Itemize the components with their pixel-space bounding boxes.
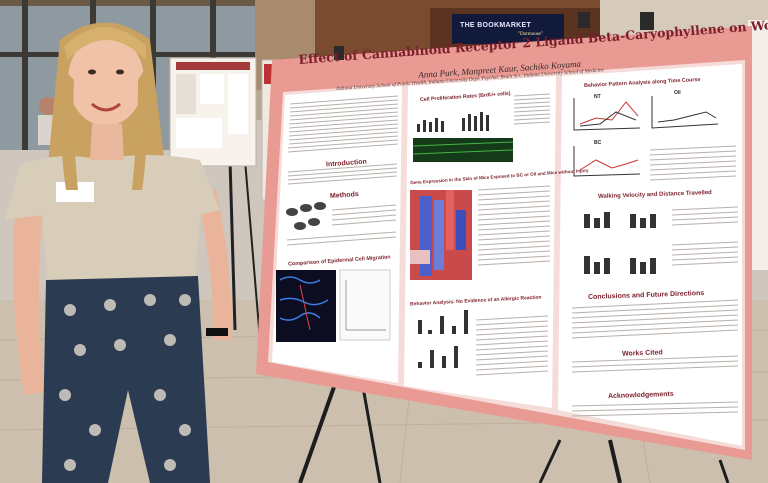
sign-subtitle: "Dormouse"	[518, 32, 543, 37]
pattern-graphs	[573, 96, 719, 177]
watch	[206, 328, 228, 336]
column-3	[558, 64, 742, 446]
bookmarket-sign	[452, 14, 564, 44]
face	[68, 34, 144, 126]
graph-label-nt: NT	[594, 94, 601, 100]
smile	[91, 102, 121, 112]
binder-clip	[640, 12, 654, 30]
heatmap	[410, 190, 472, 280]
graph-label-bc: BC	[594, 140, 602, 146]
left-arm	[13, 180, 44, 395]
sign-title: THE BOOKMARKET	[460, 22, 532, 29]
right-arm	[196, 190, 232, 340]
pants	[42, 276, 210, 483]
proliferation-bars	[417, 112, 489, 132]
binder-clip	[334, 46, 344, 60]
name-tag	[56, 182, 94, 202]
walking-bars	[584, 212, 656, 274]
graph-label-oil: Oil	[674, 90, 681, 96]
binder-clip	[578, 12, 590, 28]
green-images	[413, 138, 513, 162]
background-poster	[169, 57, 257, 167]
allergic-bars	[418, 310, 468, 368]
